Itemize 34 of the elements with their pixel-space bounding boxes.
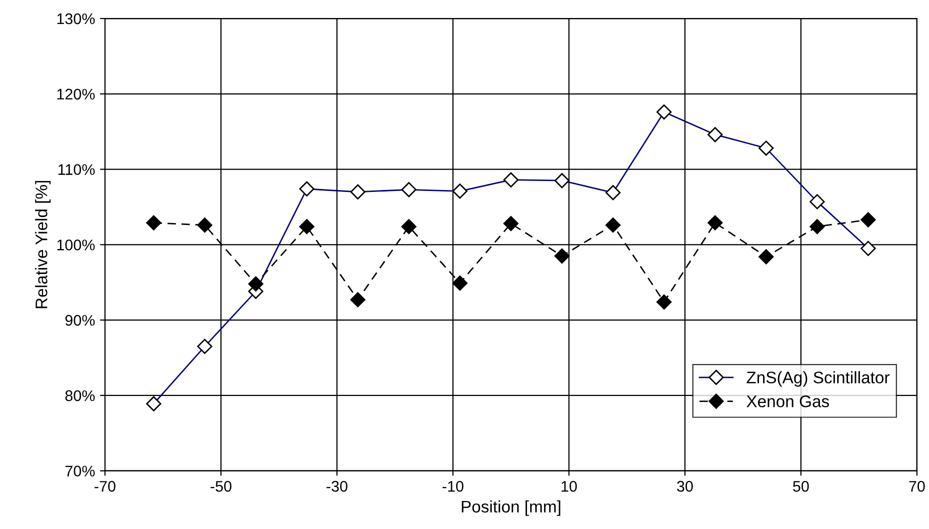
point [299, 219, 314, 234]
point [452, 276, 468, 291]
legend-label: ZnS(Ag) Scintillator [746, 371, 890, 387]
y-tick-label: 130% [57, 13, 95, 24]
x-tick-label: -10 [442, 480, 464, 492]
x-axis-title: Position [mm] [462, 500, 560, 516]
x-tick-label: -30 [326, 480, 348, 492]
point [554, 248, 570, 264]
point [503, 216, 519, 232]
point [146, 215, 162, 230]
y-axis-title: Relative Yield [%] [35, 181, 51, 308]
point [810, 219, 825, 234]
legend-label: Xenon Gas [746, 395, 829, 408]
y-tick-label: 80% [65, 390, 95, 402]
x-tick-label: -50 [210, 480, 232, 492]
y-tick-label: 110% [58, 164, 95, 175]
x-tick-label: 10 [562, 480, 577, 492]
point [656, 294, 672, 310]
y-tick-label: 70% [65, 466, 95, 476]
x-tick-label: -70 [94, 480, 116, 492]
point [248, 276, 264, 292]
point [197, 217, 212, 233]
point [350, 292, 366, 308]
point [758, 249, 774, 264]
point [708, 215, 723, 230]
x-tick-label: 70 [909, 480, 925, 492]
point [860, 212, 876, 228]
x-tick-label: 50 [793, 480, 809, 492]
y-tick-label: 90% [65, 314, 95, 326]
point [401, 219, 416, 234]
x-tick-label: 30 [677, 480, 693, 492]
y-tick-label: 120% [57, 88, 95, 100]
y-tick-label: 100% [57, 240, 95, 250]
point [605, 217, 621, 233]
